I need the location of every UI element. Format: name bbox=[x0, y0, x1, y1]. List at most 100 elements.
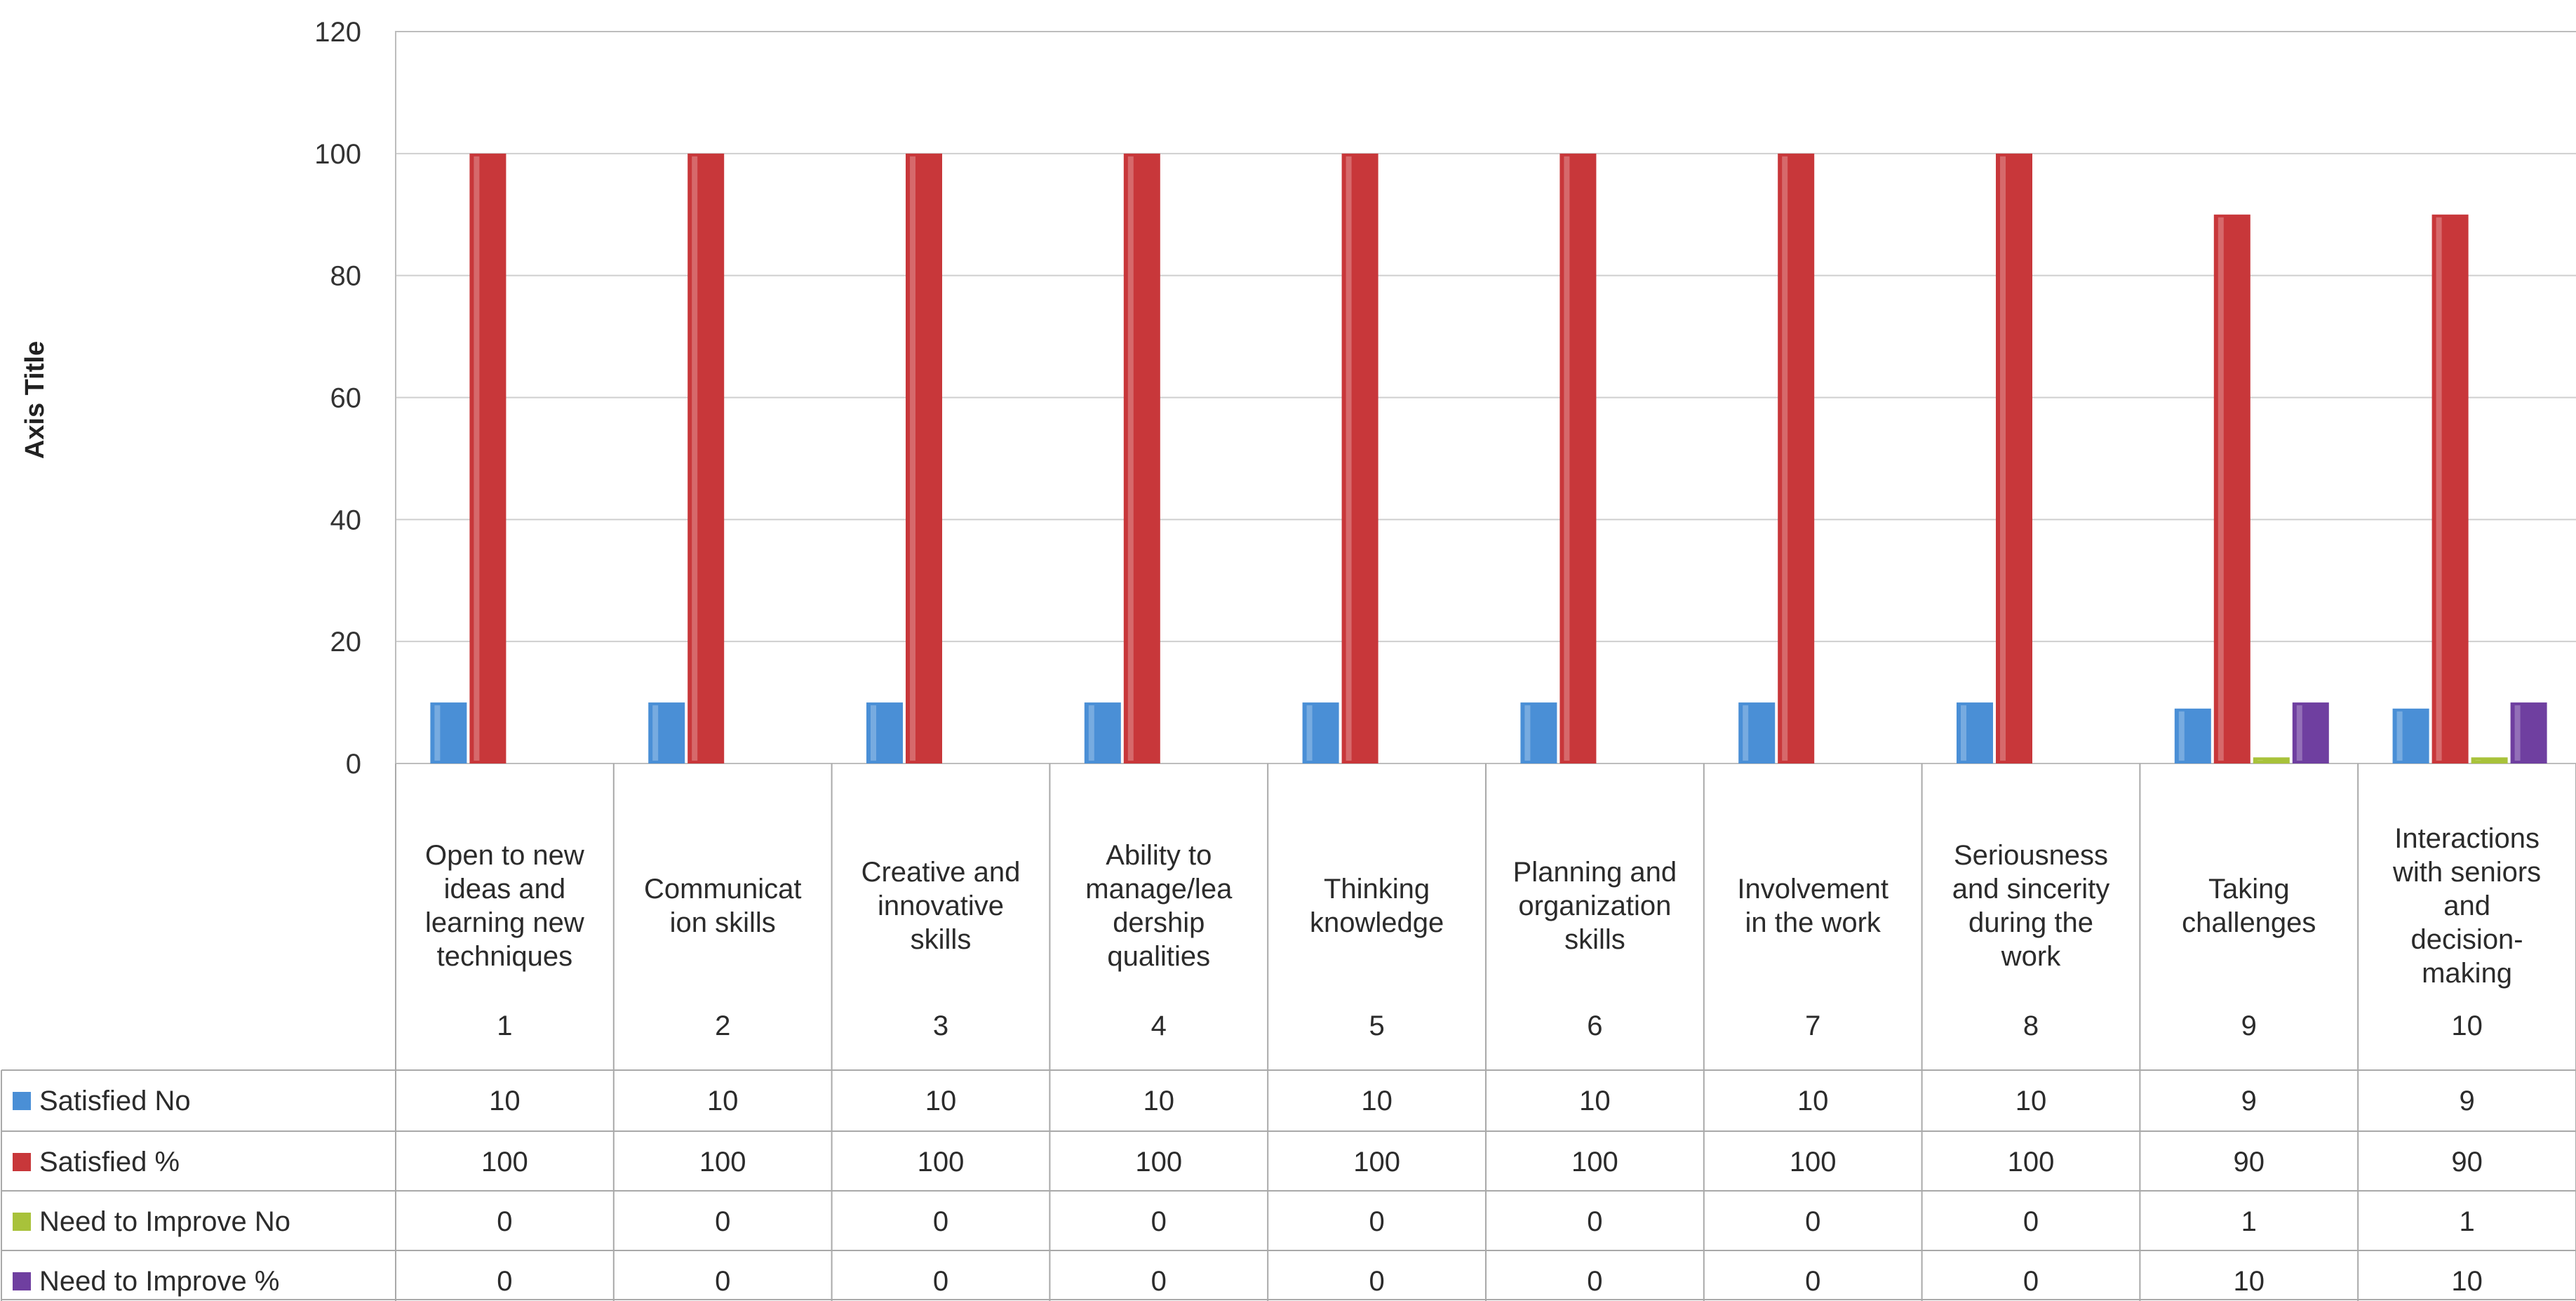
table-cell-value: 100 bbox=[1353, 1147, 1400, 1177]
table-cell-value: 10 bbox=[1361, 1086, 1393, 1116]
category-number: 6 bbox=[1587, 1010, 1602, 1041]
bar-satisfied--5 bbox=[1341, 153, 1378, 764]
series-name: Need to Improve No bbox=[39, 1206, 290, 1237]
bar-satisfied--10 bbox=[2431, 214, 2469, 763]
category-label: Creative and innovative skills bbox=[861, 857, 1021, 955]
bar-highlight bbox=[2436, 217, 2442, 761]
table-cell-value: 9 bbox=[2241, 1086, 2257, 1116]
legend-key bbox=[13, 1213, 31, 1231]
bar-highlight bbox=[434, 705, 441, 761]
table-cell-value: 1 bbox=[2459, 1206, 2474, 1237]
category-number: 2 bbox=[715, 1010, 730, 1041]
category-label: Involvement in the work bbox=[1737, 874, 1889, 938]
bar-highlight bbox=[652, 705, 659, 761]
bar-highlight bbox=[2475, 760, 2481, 761]
bar-satisfied-no-4 bbox=[1084, 702, 1121, 763]
category-number: 7 bbox=[1805, 1010, 1820, 1041]
table-cell-value: 100 bbox=[1571, 1147, 1618, 1177]
table-cell-value: 10 bbox=[1797, 1086, 1829, 1116]
table-cell-value: 0 bbox=[1805, 1206, 1820, 1237]
bar-highlight bbox=[1306, 705, 1313, 761]
bar-highlight bbox=[1524, 705, 1531, 761]
table-cell-value: 0 bbox=[1587, 1206, 1602, 1237]
bar-highlight bbox=[871, 705, 876, 761]
y-tick-label: 100 bbox=[314, 139, 361, 170]
bar-highlight bbox=[2514, 705, 2521, 761]
bar-need-to-improve-no-10 bbox=[2471, 757, 2508, 763]
bar-satisfied--3 bbox=[906, 153, 942, 764]
bar-satisfied-no-1 bbox=[430, 702, 467, 763]
table-cell-value: 0 bbox=[1805, 1266, 1820, 1297]
bar-highlight bbox=[2218, 217, 2224, 761]
table-cell-value: 0 bbox=[715, 1266, 730, 1297]
bar-satisfied--7 bbox=[1778, 153, 1815, 764]
y-tick-label: 40 bbox=[330, 505, 362, 535]
category-label: Communicat ion skills bbox=[644, 874, 802, 938]
bar-need-to-improve-no-9 bbox=[2253, 757, 2290, 763]
series-name: Satisfied % bbox=[39, 1147, 180, 1177]
table-cell-value: 100 bbox=[481, 1147, 528, 1177]
y-tick-label: 20 bbox=[330, 627, 362, 658]
category-number: 10 bbox=[2451, 1010, 2483, 1041]
table-cell-value: 10 bbox=[2015, 1086, 2047, 1116]
series-name: Satisfied No bbox=[39, 1086, 191, 1116]
bar-satisfied-no-8 bbox=[1957, 702, 1993, 763]
table-cell-value: 0 bbox=[1369, 1266, 1384, 1297]
table-cell-value: 0 bbox=[1151, 1266, 1167, 1297]
bar-satisfied--8 bbox=[1996, 153, 2032, 764]
bar-highlight bbox=[1961, 705, 1966, 761]
y-axis: 0 20 40 60 80 100 120 bbox=[314, 17, 361, 780]
category-number: 1 bbox=[497, 1010, 512, 1041]
legend-key bbox=[13, 1092, 31, 1110]
y-axis-title: Axis Title bbox=[20, 341, 50, 459]
bar-satisfied--9 bbox=[2213, 214, 2250, 763]
table-cell-value: 0 bbox=[933, 1266, 948, 1297]
bar-highlight bbox=[2296, 705, 2302, 761]
category-number: 9 bbox=[2241, 1010, 2257, 1041]
bar-highlight bbox=[1564, 156, 1570, 761]
bar-highlight bbox=[2178, 711, 2185, 761]
table-cell-value: 0 bbox=[715, 1206, 730, 1237]
bars bbox=[430, 153, 2547, 764]
table-cell-value: 100 bbox=[918, 1147, 965, 1177]
table-cell-value: 10 bbox=[1579, 1086, 1611, 1116]
bar-highlight bbox=[2000, 156, 2006, 761]
table-cell-value: 0 bbox=[2023, 1206, 2039, 1237]
y-tick-label: 60 bbox=[330, 383, 362, 414]
table-cell-value: 0 bbox=[1369, 1206, 1384, 1237]
table-cell-value: 10 bbox=[2234, 1266, 2265, 1297]
category-number: 4 bbox=[1151, 1010, 1167, 1041]
y-tick-label: 0 bbox=[346, 749, 361, 780]
category-number: 5 bbox=[1369, 1010, 1384, 1041]
bar-highlight bbox=[2396, 711, 2403, 761]
bar-highlight bbox=[1782, 156, 1788, 761]
bar-satisfied--1 bbox=[469, 153, 507, 764]
bar-satisfied-no-9 bbox=[2174, 708, 2211, 763]
table-cell-value: 10 bbox=[925, 1086, 957, 1116]
category-label: Open to new ideas and learning new techniqu… bbox=[425, 840, 584, 972]
bar-satisfied-no-3 bbox=[866, 702, 903, 763]
bar-highlight bbox=[2257, 760, 2263, 761]
table-cell-value: 90 bbox=[2234, 1147, 2265, 1177]
y-tick-label: 120 bbox=[314, 17, 361, 48]
table-cell-value: 0 bbox=[497, 1266, 512, 1297]
category-number: 3 bbox=[933, 1010, 948, 1041]
category-number: 8 bbox=[2023, 1010, 2039, 1041]
bar-satisfied--2 bbox=[687, 153, 725, 764]
series-name: Need to Improve % bbox=[39, 1266, 279, 1297]
bar-highlight bbox=[1346, 156, 1352, 761]
category-label: Interactions with seniors and decision-maki… bbox=[2392, 823, 2541, 989]
bar-highlight bbox=[474, 156, 480, 761]
table-cell-value: 1 bbox=[2241, 1206, 2257, 1237]
legend-key bbox=[13, 1272, 31, 1290]
table-cell-value: 10 bbox=[489, 1086, 521, 1116]
table-cell-value: 0 bbox=[1587, 1266, 1602, 1297]
bar-need-to-improve--9 bbox=[2292, 702, 2329, 763]
table-cell-value: 100 bbox=[1135, 1147, 1182, 1177]
category-label: Ability to manage/lea dership qualities bbox=[1085, 840, 1233, 972]
bar-satisfied--6 bbox=[1559, 153, 1597, 764]
table-cell-value: 100 bbox=[1790, 1147, 1837, 1177]
bar-highlight bbox=[910, 156, 915, 761]
table-cell-value: 0 bbox=[2023, 1266, 2039, 1297]
bar-satisfied-no-10 bbox=[2392, 708, 2429, 763]
